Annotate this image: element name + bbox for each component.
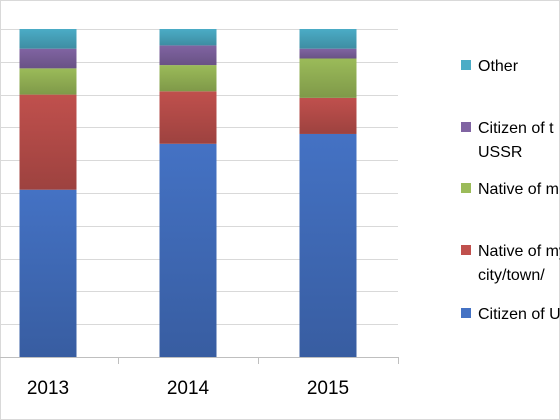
bar-2015-series-0: [299, 133, 357, 357]
legend: Other Citizen of t USSR Native of m Native o…: [461, 58, 560, 323]
bar-2014-series-4: [159, 29, 217, 46]
bar-2015-series-3: [299, 48, 357, 59]
legend-swatch-3: [461, 122, 471, 132]
bars: [19, 29, 357, 357]
bar-2013-series-3: [19, 48, 77, 69]
bar-2014-series-3: [159, 45, 217, 66]
x-axis: [0, 357, 399, 364]
bar-2013-series-4: [19, 29, 77, 49]
bar-2015-series-1: [299, 97, 357, 134]
legend-label-3-line-1: USSR: [478, 144, 522, 161]
x-tick-label-2014: 2014: [167, 378, 210, 399]
legend-label-1-line-0: Native of my: [478, 243, 560, 260]
bar-2014-series-2: [159, 65, 217, 92]
bar-2015-series-2: [299, 58, 357, 98]
legend-swatch-1: [461, 245, 471, 255]
legend-swatch-0: [461, 308, 471, 318]
x-tick-labels: 2013 2014 2015: [27, 378, 349, 399]
x-tick-label-2013: 2013: [27, 378, 69, 399]
bar-2014-series-1: [159, 91, 217, 144]
bar-2013-series-0: [19, 189, 77, 357]
legend-swatch-4: [461, 60, 471, 70]
legend-label-0: Citizen of U: [478, 306, 560, 323]
legend-swatch-2: [461, 183, 471, 193]
legend-label-4: Other: [478, 58, 519, 75]
legend-label-2: Native of m: [478, 181, 559, 198]
bar-2013-series-2: [19, 68, 77, 95]
bar-2014-series-0: [159, 143, 217, 357]
bar-2013-series-1: [19, 94, 77, 190]
bar-2015-series-4: [299, 29, 357, 49]
x-tick-label-2015: 2015: [307, 378, 349, 399]
legend-label-3-line-0: Citizen of t: [478, 120, 554, 137]
legend-label-1-line-1: city/town/: [478, 267, 545, 284]
